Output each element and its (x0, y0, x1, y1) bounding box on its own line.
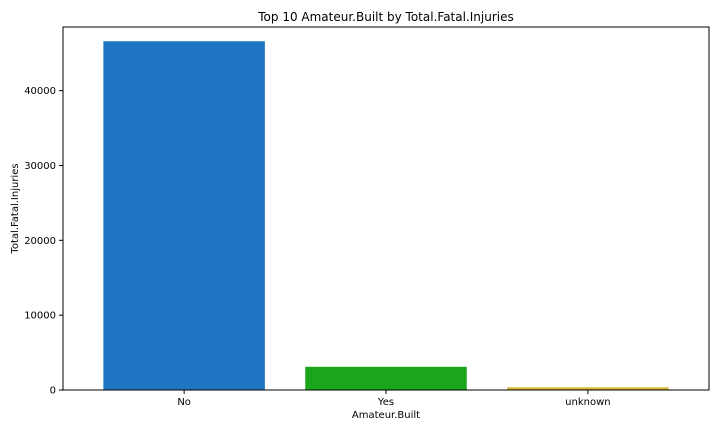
y-axis: 0 10000 20000 30000 40000 (24, 86, 63, 397)
bar-unknown (507, 387, 669, 390)
x-tick-label: unknown (565, 397, 610, 408)
x-axis: No Yes unknown (177, 390, 611, 408)
chart-title: Top 10 Amateur.Built by Total.Fatal.Inju… (257, 10, 514, 24)
x-axis-label: Amateur.Built (352, 410, 420, 421)
bars (103, 41, 669, 391)
y-tick-label: 30000 (24, 161, 56, 172)
bar-no (103, 41, 265, 391)
bar-yes (305, 366, 467, 390)
y-tick-label: 20000 (24, 236, 56, 247)
x-tick-label: Yes (377, 397, 394, 408)
y-axis-label: Total.Fatal.Injuries (10, 163, 21, 254)
y-tick-label: 10000 (24, 311, 56, 322)
y-tick-label: 40000 (24, 86, 56, 97)
y-tick-label: 0 (50, 386, 56, 397)
x-tick-label: No (177, 397, 191, 408)
